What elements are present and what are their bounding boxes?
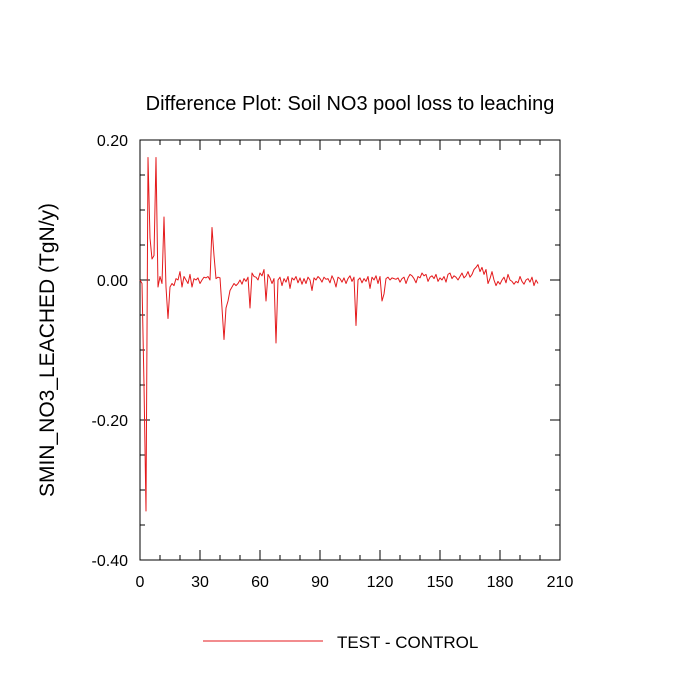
y-tick-label: 0.00 bbox=[97, 273, 128, 290]
axis-ticks bbox=[139, 139, 561, 561]
x-tick-label: 120 bbox=[367, 574, 394, 591]
y-tick-label: -0.20 bbox=[92, 413, 129, 430]
x-tick-label: 30 bbox=[191, 574, 209, 591]
x-tick-label: 0 bbox=[136, 574, 145, 591]
legend: TEST - CONTROL bbox=[203, 633, 478, 652]
series-line-0 bbox=[139, 157, 539, 512]
y-axis-label: SMIN_NO3_LEACHED (TgN/y) bbox=[36, 203, 59, 497]
plot-frame bbox=[139, 139, 561, 561]
x-tick-label: 210 bbox=[547, 574, 574, 591]
series-group bbox=[139, 157, 539, 512]
chart-title: Difference Plot: Soil NO3 pool loss to l… bbox=[146, 93, 555, 115]
x-tick-label: 150 bbox=[427, 574, 454, 591]
x-tick-label: 90 bbox=[311, 574, 329, 591]
x-tick-label: 180 bbox=[487, 574, 514, 591]
axis-tick-labels: 0 30 60 90 120 150 180 210 -0.40 -0.20 0.00 0.20 bbox=[92, 133, 574, 591]
legend-label: TEST - CONTROL bbox=[337, 633, 478, 652]
x-tick-label: 60 bbox=[251, 574, 269, 591]
y-tick-label: 0.20 bbox=[97, 133, 128, 150]
y-tick-label: -0.40 bbox=[92, 553, 129, 570]
